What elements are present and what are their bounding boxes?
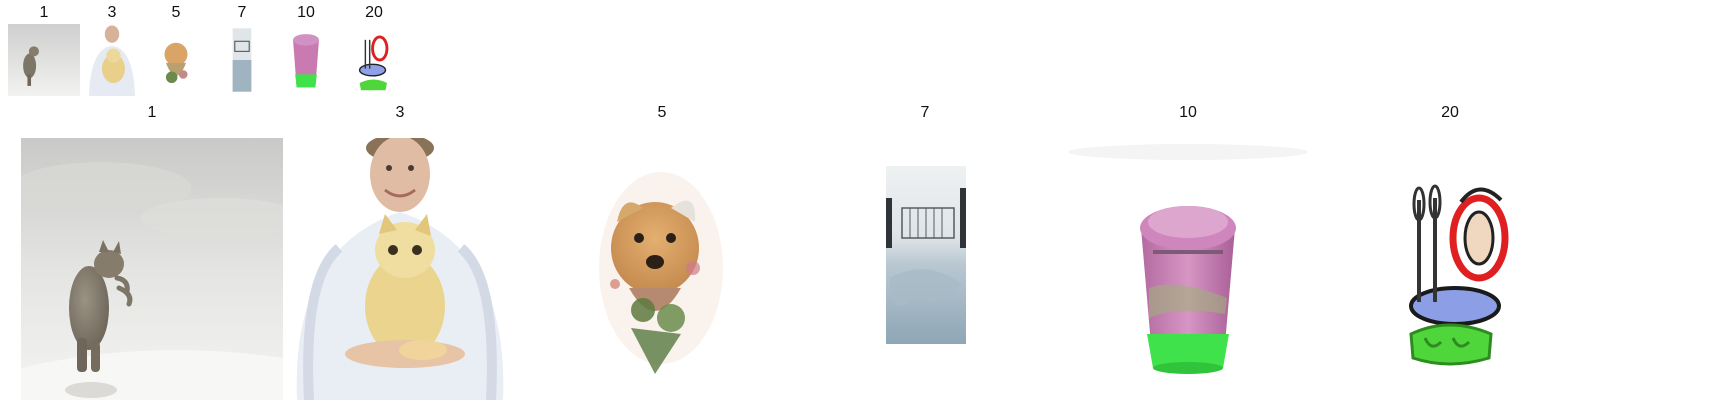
thumbnail-1[interactable]: 1 (8, 0, 80, 98)
thumbnail-10[interactable]: 10 (270, 0, 342, 98)
panel-7[interactable]: 7 (780, 100, 1070, 412)
panel-label: 7 (920, 104, 930, 121)
thumbnail-20[interactable]: 20 (338, 0, 410, 98)
panel-image-man-cat (255, 124, 545, 414)
panel-label: 1 (147, 104, 157, 121)
thumbnail-label: 5 (171, 4, 181, 21)
thumbnail-image-man-cat (76, 24, 148, 96)
panel-20[interactable]: 20 (1305, 100, 1595, 412)
panel-label: 10 (1179, 104, 1197, 121)
thumbnail-image-dog-collage (140, 24, 212, 96)
panel-label: 5 (657, 104, 667, 121)
panel-10[interactable]: 10 (1043, 100, 1333, 412)
thumbnail-label: 1 (39, 4, 49, 21)
thumbnail-image-drawing (338, 24, 410, 96)
thumbnail-3[interactable]: 3 (76, 0, 148, 98)
thumbnail-7[interactable]: 7 (206, 0, 278, 98)
panel-label: 3 (395, 104, 405, 121)
panel-3[interactable]: 3 (255, 100, 545, 412)
thumbnail-image-cat-snow (8, 24, 80, 96)
thumbnail-label: 7 (237, 4, 247, 21)
panel-image-drawing (1305, 124, 1595, 414)
thumbnail-image-snowy-gate (206, 24, 278, 96)
panel-image-dog-collage (517, 124, 807, 414)
thumbnail-5[interactable]: 5 (140, 0, 212, 98)
thumbnail-label: 3 (107, 4, 117, 21)
thumbnail-row: 1 3 (0, 0, 1732, 100)
thumbnail-label: 20 (365, 4, 383, 21)
panel-label: 20 (1441, 104, 1459, 121)
thumbnail-image-cup (270, 24, 342, 96)
panel-image-cat-snow (7, 124, 297, 414)
thumbnail-label: 10 (297, 4, 315, 21)
large-image-row: 1 (0, 100, 1732, 414)
panel-5[interactable]: 5 (517, 100, 807, 412)
panel-image-cup (1043, 124, 1333, 414)
panel-1[interactable]: 1 (7, 100, 297, 412)
panel-image-snowy-gate (780, 124, 1070, 414)
